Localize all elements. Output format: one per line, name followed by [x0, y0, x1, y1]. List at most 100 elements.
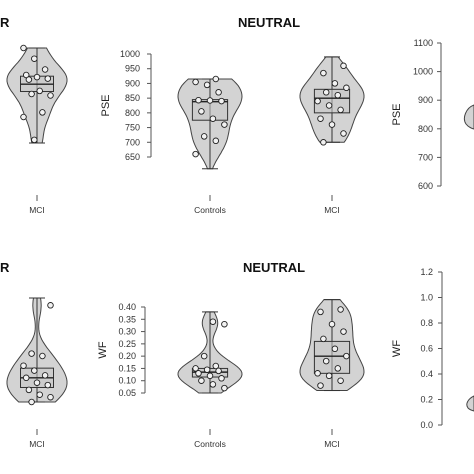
data-point [209, 381, 217, 388]
panel-top-left-partial: MCI [6, 44, 68, 215]
data-point [337, 106, 344, 114]
data-point [218, 375, 225, 382]
y-tick-label: 0.40 [118, 302, 136, 312]
data-point [47, 393, 54, 401]
y-tick-label: 0.8 [420, 318, 433, 328]
data-point [215, 89, 222, 96]
data-point [39, 109, 46, 116]
data-point [325, 372, 333, 380]
data-point [206, 372, 214, 380]
data-point [221, 320, 228, 328]
y-tick-label: 0.15 [118, 363, 136, 373]
data-point [28, 398, 35, 406]
data-point [192, 78, 199, 86]
data-point [31, 367, 38, 374]
data-point [325, 102, 333, 109]
data-point [28, 90, 35, 98]
y-tick-label: 800 [125, 108, 140, 118]
data-point [28, 350, 35, 357]
panel-top-center: 1000 950 900 850 800 750 700 650 PSE Controls MCI [100, 49, 365, 215]
violin-body-partial-bottom-right [466, 395, 474, 412]
y-tick-label: 1000 [413, 67, 433, 77]
panel-bottom-center: 0.40 0.35 0.30 0.25 0.20 0.15 0.10 0.05 WF Contro… [97, 299, 365, 449]
data-point [31, 136, 38, 144]
panel-title-bottom-left: R [0, 260, 10, 275]
y-tick-label: 850 [125, 93, 140, 103]
data-point [322, 89, 330, 96]
data-point [198, 377, 205, 384]
data-point [36, 391, 43, 398]
data-point [215, 367, 222, 375]
data-point [209, 115, 217, 122]
y-tick-label: 0.2 [420, 395, 433, 405]
data-point [195, 96, 202, 104]
data-point [320, 139, 327, 146]
data-point [340, 328, 347, 335]
data-point [340, 62, 347, 70]
data-point [212, 75, 220, 83]
data-point [20, 362, 27, 369]
y-tick-label: 600 [418, 181, 433, 191]
violin-body-partial-top-right [463, 104, 474, 130]
data-point [47, 302, 54, 309]
data-point [25, 76, 33, 83]
data-point [44, 381, 52, 389]
box-iqr [313, 340, 351, 374]
x-tick-label: Controls [194, 439, 226, 449]
y-tick-label: 700 [125, 137, 140, 147]
data-point [33, 379, 41, 386]
y-tick-label: 0.10 [118, 376, 136, 386]
y-axis-label: PSE [391, 103, 403, 125]
data-point [334, 365, 342, 372]
y-tick-label: 1000 [120, 49, 140, 59]
y-axis-label: WF [391, 340, 403, 357]
data-point [31, 55, 38, 62]
data-point [317, 382, 324, 389]
data-point [343, 352, 350, 360]
y-tick-label: 950 [125, 64, 140, 74]
y-tick-label: 900 [125, 78, 140, 88]
data-point [212, 362, 220, 370]
y-tick-label: 0.30 [118, 327, 136, 337]
y-tick-label: 0.35 [118, 314, 136, 324]
data-point [192, 365, 199, 372]
data-point [340, 130, 347, 137]
data-point [343, 84, 350, 92]
data-point [314, 370, 321, 377]
data-point [337, 306, 344, 313]
y-tick-label: 900 [418, 95, 433, 105]
panel-bottom-left-partial: MCI [6, 297, 68, 449]
data-point [218, 97, 225, 105]
data-point [47, 92, 54, 99]
y-tick-label: 750 [125, 123, 140, 133]
y-tick-label: 0.05 [118, 388, 136, 398]
data-point [203, 366, 211, 373]
data-point [320, 69, 327, 77]
data-point [317, 115, 324, 122]
y-tick-label: 1100 [414, 38, 433, 48]
data-point [41, 66, 49, 73]
data-point [20, 113, 27, 121]
x-tick-label: Controls [194, 205, 226, 215]
data-point [322, 357, 330, 365]
panel-bottom-right-partial: 1.2 1.0 0.8 0.6 0.4 0.2 0.0 WF [391, 267, 443, 430]
data-point [203, 81, 211, 89]
data-point [221, 384, 228, 392]
data-point [36, 87, 43, 95]
y-tick-label: 0.25 [118, 339, 136, 349]
data-point [209, 318, 217, 325]
data-point [198, 108, 205, 115]
x-tick-label: MCI [324, 439, 340, 449]
data-point [328, 121, 336, 128]
y-tick-label: 1.2 [420, 267, 433, 277]
y-tick-label: 0.6 [420, 344, 433, 354]
data-point [328, 320, 336, 328]
data-point [314, 97, 321, 105]
y-tick-label: 0.4 [420, 369, 433, 379]
y-tick-label: 0.20 [118, 351, 136, 361]
data-point [39, 352, 46, 360]
data-point [334, 91, 342, 99]
data-point [331, 80, 339, 87]
x-tick-label: MCI [29, 205, 45, 215]
